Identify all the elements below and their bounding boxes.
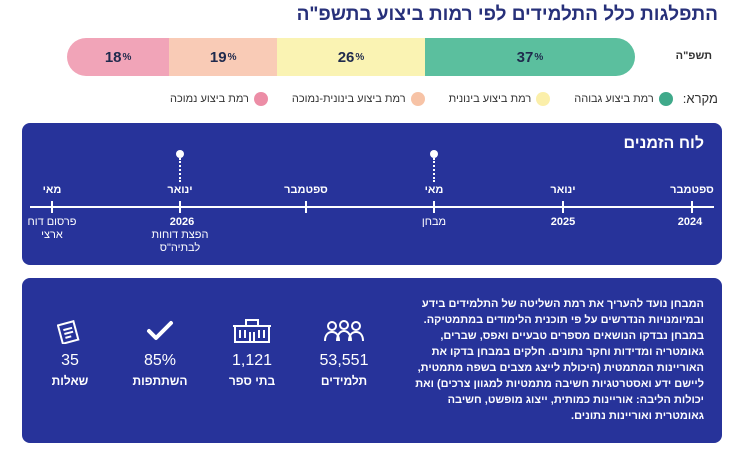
segment-medium-value: 26 [337, 48, 355, 66]
event-label-test: מבחן [421, 216, 447, 228]
month-label: ינואר [167, 184, 193, 196]
event-marker-reports [176, 150, 184, 158]
stat-questions: 35 שאלות [30, 318, 110, 388]
month-label: מאי [424, 184, 444, 196]
stats-panel: המבחן נועד להעריך את רמת השליטה של התלמי… [22, 278, 722, 443]
legend-dot-medium-low [410, 91, 425, 106]
legend-dot-high [658, 91, 673, 106]
event-marker-test [430, 150, 438, 158]
year-label: 2026 [169, 216, 195, 228]
month-label: ינואר [550, 184, 576, 196]
legend-item-low: רמת ביצוע נמוכה [170, 91, 268, 106]
distribution-bar: 37% 26% 19% 18% [67, 38, 635, 76]
legend-item-medium: רמת ביצוע בינונית [449, 91, 551, 106]
segment-medium-low-value: 19 [209, 48, 227, 66]
segment-medium-low: 19% [169, 38, 278, 76]
segment-low: 18% [67, 38, 170, 76]
event-label-national-report: פרסום דוח ארצי [27, 216, 77, 241]
segment-medium: 26% [277, 38, 425, 76]
year-label: 2025 [550, 216, 576, 228]
stat-participation: 85% השתתפות [120, 318, 200, 388]
stat-participation-label: השתתפות [132, 374, 188, 388]
tick-sep-2025 [305, 201, 307, 213]
timeline-panel: לוח הזמנים ספטמבר ינואר מאי ספטמבר ינואר… [22, 123, 722, 265]
tick-jan-2026 [179, 201, 181, 213]
month-label: ספטמבר [670, 184, 714, 196]
segment-high: 37% [424, 38, 635, 76]
students-icon [304, 318, 384, 344]
timeline-title: לוח הזמנים [623, 135, 704, 152]
legend-item-medium-low: רמת ביצוע בינונית-נמוכה [292, 91, 425, 106]
stat-schools-value: 1,121 [231, 352, 273, 369]
stat-questions-label: שאלות [51, 374, 89, 388]
event-label-reports: הפצת דוחות לבתיה"ס [151, 229, 209, 254]
stat-students-label: תלמידים [320, 374, 368, 388]
stat-schools: 1,121 בתי ספר [212, 318, 292, 388]
event-marker-line [179, 158, 181, 182]
legend-dot-low [253, 91, 268, 106]
tick-may-2025 [433, 201, 435, 213]
event-marker-line [433, 158, 435, 182]
month-label: מאי [42, 184, 62, 196]
page-title: התפלגות כלל התלמידים לפי רמות ביצוע בתשפ… [296, 4, 718, 25]
school-icon [212, 318, 292, 344]
checkmark-icon [120, 318, 200, 344]
stat-schools-label: בתי ספר [228, 374, 276, 388]
legend-title: מקרא: [682, 91, 718, 106]
stat-questions-value: 35 [61, 352, 79, 369]
segment-high-value: 37 [516, 48, 534, 66]
questions-icon [30, 318, 110, 344]
stat-students: 53,551 תלמידים [304, 318, 384, 388]
legend-dot-medium [536, 91, 551, 106]
test-description: המבחן נועד להעריך את רמת השליטה של התלמי… [415, 298, 704, 422]
tick-sep-2024 [691, 201, 693, 213]
timeline-axis [30, 206, 714, 208]
stat-students-value: 53,551 [319, 352, 369, 369]
tick-jan-2025 [562, 201, 564, 213]
month-label: ספטמבר [284, 184, 328, 196]
stat-participation-value: 85% [143, 352, 177, 369]
tick-may-2026 [51, 201, 53, 213]
segment-low-value: 18 [104, 48, 122, 66]
legend: מקרא: רמת ביצוע גבוהה רמת ביצוע בינונית … [146, 91, 718, 106]
year-label: 2024 [677, 216, 703, 228]
legend-item-high: רמת ביצוע גבוהה [574, 91, 673, 106]
bar-row-label: תשפ"ה [675, 50, 712, 62]
